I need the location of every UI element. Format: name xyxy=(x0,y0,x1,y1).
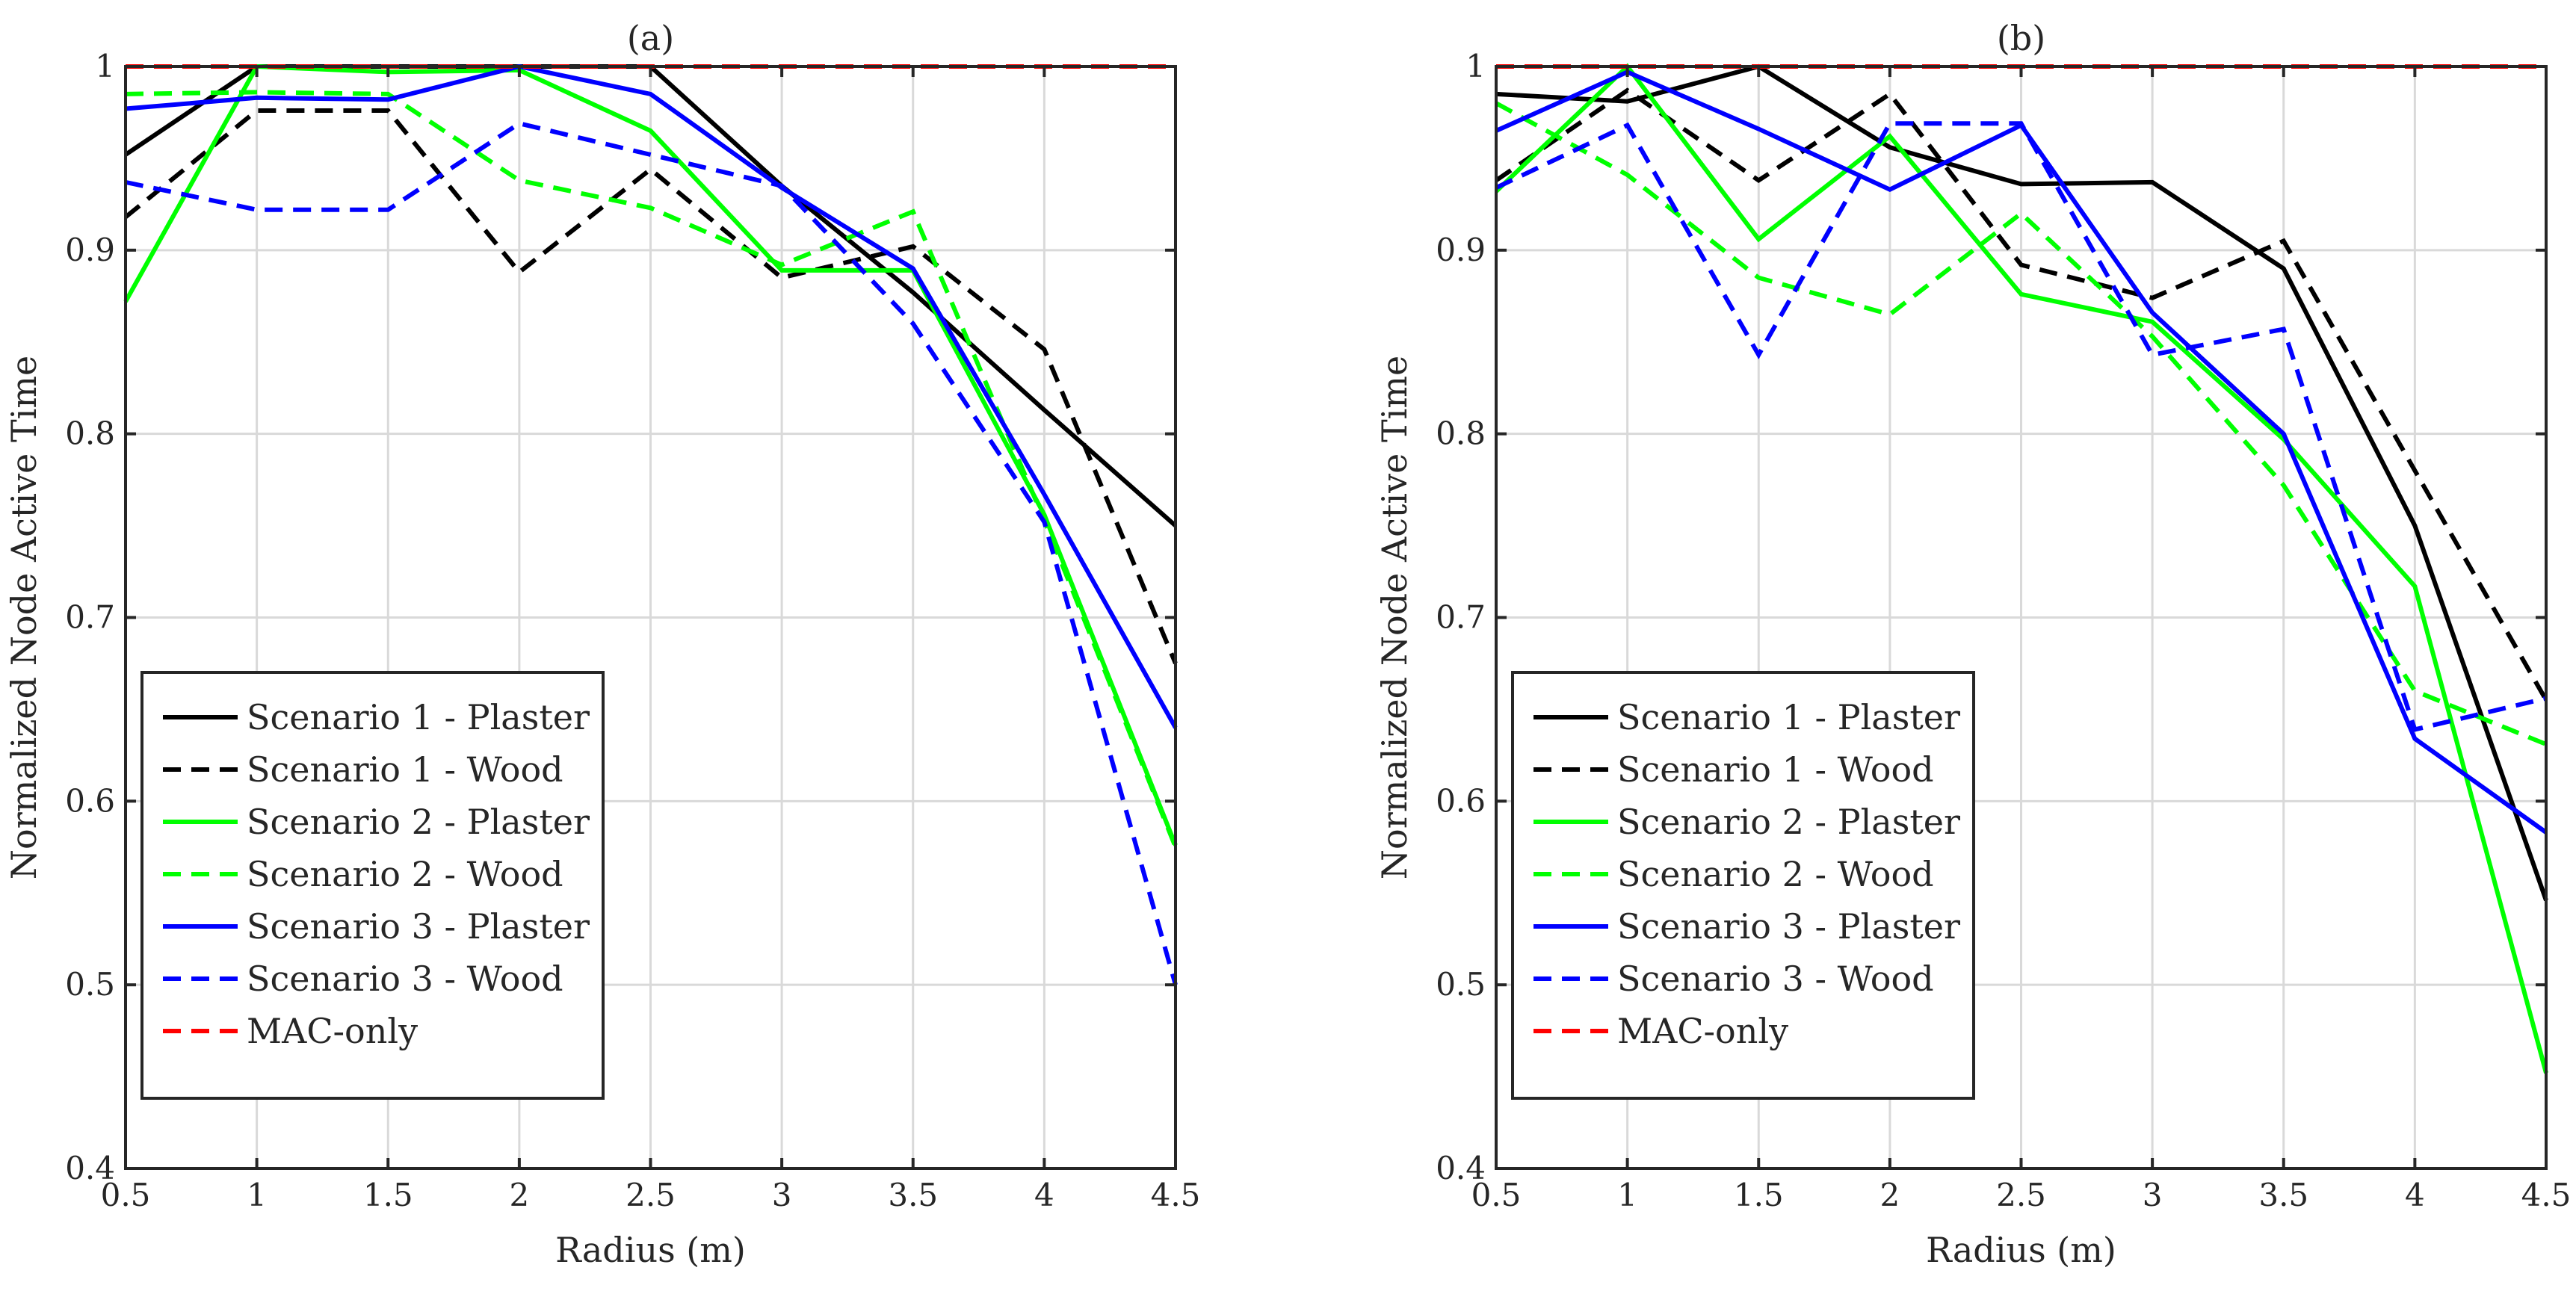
series-line-6 xyxy=(125,120,1178,985)
legend-label: MAC-only xyxy=(1617,1011,1788,1051)
y-tick-label: 0.6 xyxy=(1436,782,1486,819)
x-tick-label: 3 xyxy=(772,1177,792,1213)
series-line-6 xyxy=(1495,121,2547,733)
y-tick-label: 0.8 xyxy=(1436,415,1486,452)
legend-box xyxy=(1511,671,1975,1100)
legend-label: Scenario 1 - Wood xyxy=(247,749,563,790)
legend-label: Scenario 2 - Plaster xyxy=(247,802,590,842)
x-axis-label: Radius (m) xyxy=(1926,1230,2116,1270)
legend-label: Scenario 2 - Plaster xyxy=(1617,802,1960,842)
legend-label: Scenario 3 - Wood xyxy=(247,959,563,999)
x-tick-label: 3.5 xyxy=(2258,1177,2308,1213)
x-tick-label: 1.5 xyxy=(1734,1177,1784,1213)
y-tick-label: 0.7 xyxy=(65,599,115,636)
legend-label: Scenario 2 - Wood xyxy=(1617,854,1934,894)
chart-panel-1: 0.5 1 1.5 2 2.5 3 3.5 4 4.50.40.50.60.70.80.91(b… xyxy=(1374,18,2571,1270)
x-tick-label: 1 xyxy=(1617,1177,1637,1213)
legend-label: Scenario 1 - Plaster xyxy=(247,697,590,737)
x-tick-label: 2 xyxy=(1880,1177,1900,1213)
x-tick-label: 0.5 xyxy=(101,1177,151,1213)
y-tick-label: 0.7 xyxy=(1436,599,1486,636)
chart-title: (b) xyxy=(1997,18,2045,58)
series-line-5 xyxy=(125,64,1178,729)
legend-label: Scenario 3 - Wood xyxy=(1617,959,1934,999)
y-tick-label: 0.5 xyxy=(65,966,115,1003)
legend: Scenario 1 - Plaster Scenario 1 - Wood Sce… xyxy=(1511,671,1975,1100)
x-tick-label: 4.5 xyxy=(1151,1177,1201,1213)
legend-label: Scenario 2 - Wood xyxy=(247,854,563,894)
x-tick-label: 2 xyxy=(510,1177,530,1213)
legend-label: MAC-only xyxy=(247,1011,418,1051)
x-tick-label: 1.5 xyxy=(363,1177,413,1213)
y-tick-label: 1 xyxy=(1465,48,1486,84)
x-tick-label: 0.5 xyxy=(1471,1177,1522,1213)
y-tick-label: 1 xyxy=(95,48,115,84)
series-line-4 xyxy=(1495,101,2548,746)
series-line-2 xyxy=(124,108,1178,665)
x-tick-label: 1 xyxy=(247,1177,267,1213)
legend-label: Scenario 1 - Plaster xyxy=(1617,697,1960,737)
chart-title: (a) xyxy=(627,18,674,58)
x-tick-label: 4.5 xyxy=(2521,1177,2572,1213)
x-axis-label: Radius (m) xyxy=(555,1230,746,1270)
y-tick-label: 0.9 xyxy=(1436,232,1486,268)
x-tick-label: 2.5 xyxy=(626,1177,676,1213)
y-tick-label: 0.5 xyxy=(1436,966,1486,1003)
x-tick-label: 3.5 xyxy=(888,1177,938,1213)
y-tick-label: 0.8 xyxy=(65,415,115,452)
y-tick-label: 0.6 xyxy=(65,782,115,819)
y-tick-label: 0.4 xyxy=(1436,1150,1486,1186)
x-tick-label: 2.5 xyxy=(1996,1177,2046,1213)
x-tick-label: 4 xyxy=(1034,1177,1054,1213)
y-axis-label: Normalized Node Active Time xyxy=(4,356,44,879)
x-tick-label: 4 xyxy=(2405,1177,2425,1213)
series-line-3 xyxy=(1494,63,2548,1074)
legend-label: Scenario 3 - Plaster xyxy=(1617,906,1960,947)
x-tick-label: 3 xyxy=(2143,1177,2163,1213)
legend-label: Scenario 3 - Plaster xyxy=(247,906,590,947)
y-tick-label: 0.4 xyxy=(65,1150,115,1186)
y-tick-label: 0.9 xyxy=(65,232,115,268)
y-axis-label: Normalized Node Active Time xyxy=(1374,356,1415,879)
legend-box xyxy=(140,671,605,1100)
legend: Scenario 1 - Plaster Scenario 1 - Wood Sce… xyxy=(140,671,605,1100)
chart-panel-0: 0.5 1 1.5 2 2.5 3 3.5 4 4.50.40.50.60.70.80.91(a… xyxy=(4,18,1200,1270)
legend-label: Scenario 1 - Wood xyxy=(1617,749,1934,790)
